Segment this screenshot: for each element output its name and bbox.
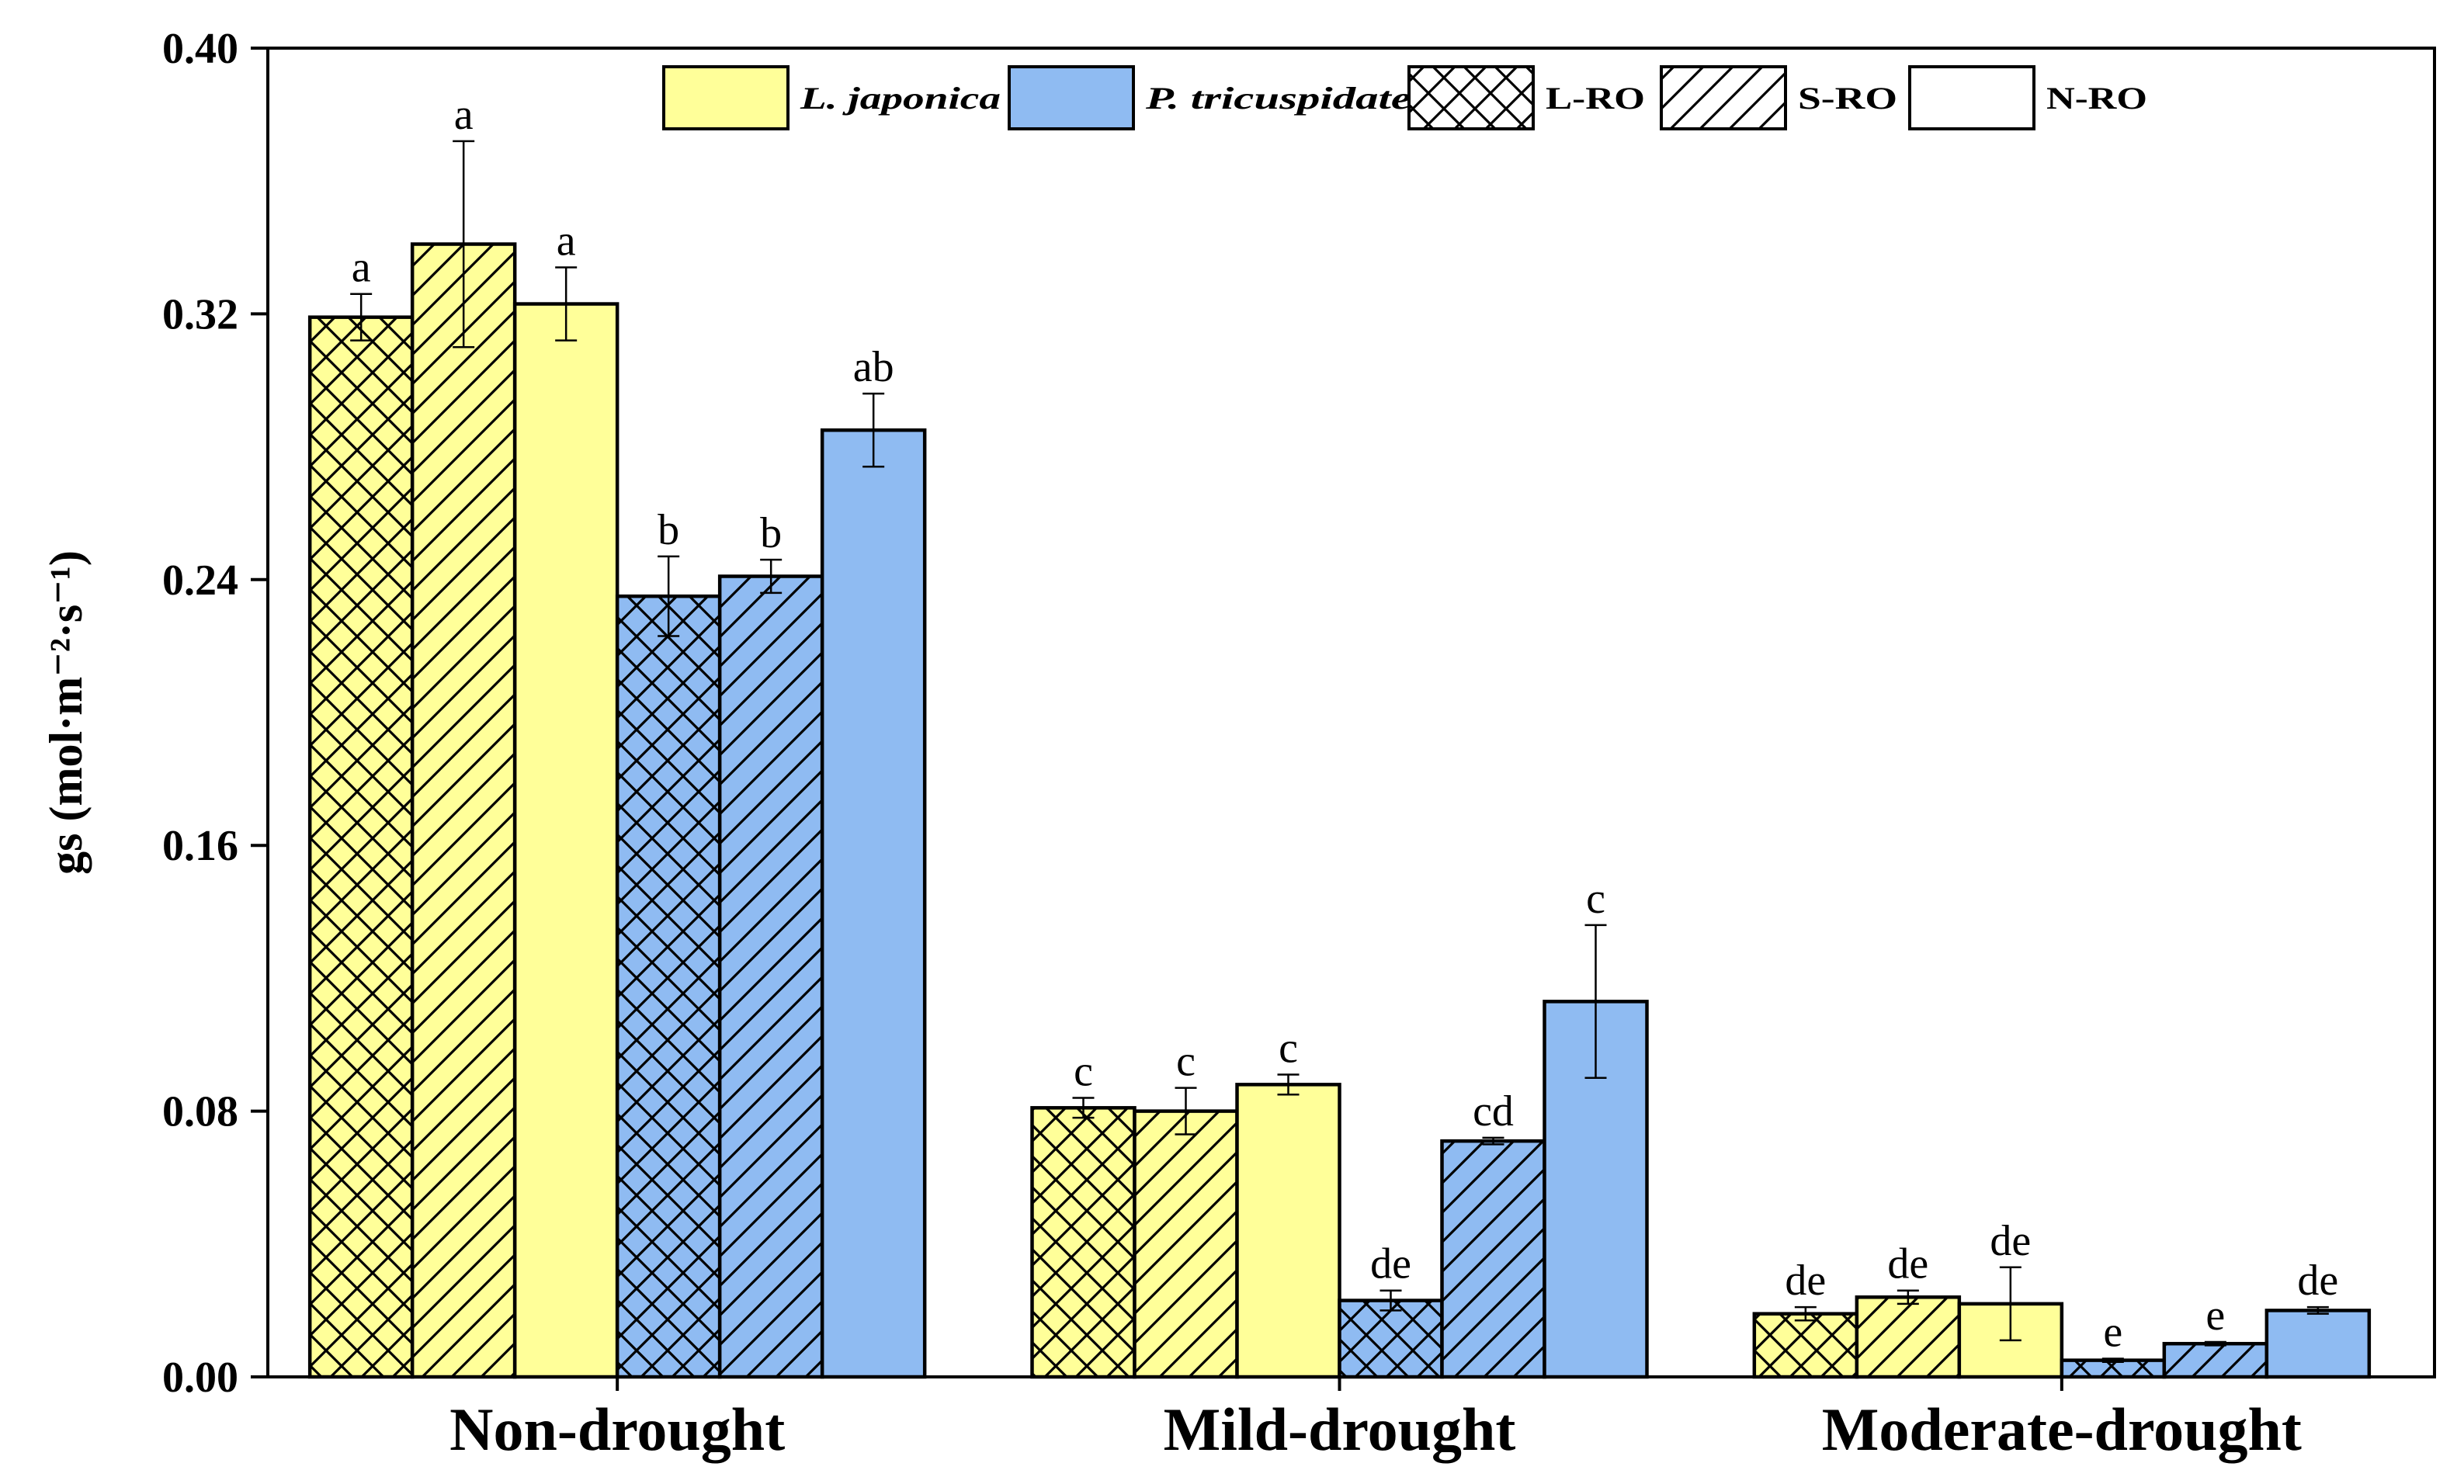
- significance-letter: c: [1074, 1047, 1093, 1095]
- significance-letter: de: [1887, 1240, 1928, 1288]
- significance-letter: c: [1586, 875, 1605, 923]
- x-tick-label-moderate-drought: Moderate-drought: [1822, 1396, 2302, 1463]
- legend-swatch-outline: [1407, 65, 1535, 130]
- bar-l-japonica-s-ro-mild-drought-pattern: [1134, 1111, 1237, 1377]
- x-tick-label-mild-drought: Mild-drought: [1164, 1396, 1516, 1463]
- significance-letter: de: [2297, 1257, 2338, 1305]
- bar-p-tricuspidate-n-ro-moderate-drought: [2266, 1310, 2369, 1377]
- bar-p-tricuspidate-l-ro-non-drought-pattern: [617, 596, 720, 1377]
- y-tick-label: 0.16: [162, 822, 238, 870]
- y-tick-label: 0.40: [162, 25, 238, 73]
- legend-swatch-l-japonica: [664, 67, 788, 129]
- bar-l-japonica-s-ro-moderate-drought-pattern: [1856, 1297, 1959, 1377]
- significance-letter: a: [352, 244, 371, 292]
- legend-label-p-tricuspidate: P. tricuspidate: [1145, 81, 1411, 116]
- y-axis-title: gs (mol·m⁻²·s⁻¹): [40, 550, 92, 875]
- legend-label-l-japonica: L. japonica: [800, 81, 1001, 116]
- significance-letter: e: [2103, 1308, 2122, 1356]
- significance-letter: de: [1370, 1240, 1411, 1288]
- significance-letter: a: [557, 217, 576, 265]
- bar-l-japonica-s-ro-non-drought-pattern: [412, 244, 515, 1377]
- bar-p-tricuspidate-l-ro-moderate-drought-pattern: [2061, 1360, 2164, 1377]
- significance-letter: e: [2205, 1292, 2225, 1340]
- legend-swatch-p-tricuspidate: [1009, 67, 1133, 129]
- y-tick-label: 0.00: [162, 1354, 238, 1402]
- significance-letter: ab: [853, 343, 894, 391]
- legend-label-l-ro: L-RO: [1546, 81, 1645, 116]
- axes: 0.00 0.08 0.16 0.24 0.32 0.40 Non-drought Mild-…: [162, 25, 2436, 1463]
- significance-letter: a: [454, 91, 474, 139]
- legend-swatch-pattern: [1409, 67, 1533, 129]
- legend-label-n-ro: N-RO: [2046, 81, 2147, 116]
- bar-p-tricuspidate-s-ro-moderate-drought-pattern: [2164, 1344, 2267, 1377]
- legend-swatch-outline: [1908, 65, 2035, 130]
- legend-swatch-outline: [1660, 65, 1787, 130]
- bar-l-japonica-l-ro-mild-drought-pattern: [1032, 1108, 1135, 1377]
- y-tick-label: 0.24: [162, 556, 238, 605]
- plot-frame: [266, 47, 2436, 1378]
- bar-l-japonica-l-ro-moderate-drought-pattern: [1754, 1313, 1857, 1377]
- bar-p-tricuspidate-s-ro-mild-drought-pattern: [1442, 1141, 1545, 1377]
- significance-letter: de: [1990, 1217, 2031, 1265]
- legend-swatch-pattern: [1661, 67, 1786, 129]
- legend-label-s-ro: S-RO: [1798, 81, 1897, 116]
- legend-swatch-outline: [662, 65, 790, 130]
- y-tick-label: 0.32: [162, 290, 238, 338]
- x-tick-label-non-drought: Non-drought: [449, 1396, 785, 1463]
- significance-letter: b: [760, 509, 782, 557]
- significance-letter: c: [1176, 1038, 1196, 1086]
- y-tick-label: 0.08: [162, 1088, 238, 1136]
- significance-letter: de: [1785, 1257, 1826, 1305]
- bar-p-tricuspidate-s-ro-non-drought-pattern: [720, 576, 823, 1377]
- bar-l-japonica-n-ro-mild-drought: [1237, 1084, 1340, 1377]
- significance-letter: b: [658, 506, 679, 554]
- bar-l-japonica-l-ro-non-drought-pattern: [310, 317, 413, 1378]
- significance-letter: cd: [1473, 1087, 1514, 1136]
- legend: L. japonica P. tricuspidate L-RO S-RO N-RO: [662, 65, 2147, 130]
- bar-p-tricuspidate-l-ro-mild-drought-pattern: [1339, 1300, 1442, 1377]
- bar-l-japonica-n-ro-non-drought: [515, 303, 618, 1377]
- bar-p-tricuspidate-n-ro-non-drought: [822, 430, 925, 1378]
- legend-swatch-outline: [1008, 65, 1135, 130]
- significance-letter: c: [1279, 1025, 1298, 1073]
- legend-swatch-n-ro: [1910, 67, 2034, 129]
